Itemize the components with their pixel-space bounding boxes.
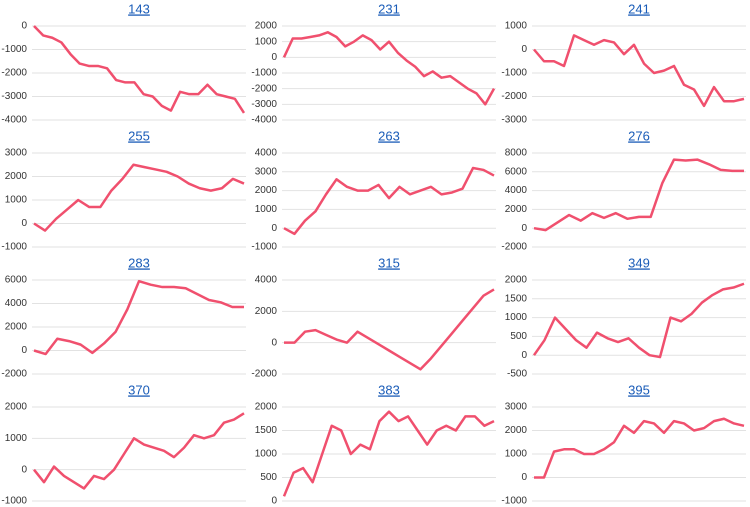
line-series xyxy=(282,410,495,497)
y-tick-label: -1000 xyxy=(1,496,27,507)
y-tick-label: -500 xyxy=(507,369,527,380)
y-tick-label: 500 xyxy=(260,472,277,483)
chart-title[interactable]: 263 xyxy=(378,128,400,143)
y-tick-label: 1000 xyxy=(255,449,278,460)
line-series xyxy=(283,166,495,236)
y-tick-label: 1000 xyxy=(505,449,528,460)
chart-title[interactable]: 276 xyxy=(628,128,650,143)
y-tick-label: -2000 xyxy=(1,68,27,79)
line-series xyxy=(533,34,745,108)
chart-title[interactable]: 231 xyxy=(378,1,400,16)
y-tick-label: 1000 xyxy=(255,36,278,47)
y-tick-label: 1000 xyxy=(255,204,278,215)
y-tick-label: 1000 xyxy=(505,312,528,323)
y-tick-label: 0 xyxy=(271,223,277,234)
line-series xyxy=(533,158,744,232)
line-series xyxy=(33,163,245,232)
line-series xyxy=(33,279,244,356)
line-series xyxy=(534,417,745,479)
y-tick-label: 1000 xyxy=(5,195,28,206)
y-tick-label: 4000 xyxy=(505,185,528,196)
y-tick-label: -1000 xyxy=(501,68,527,79)
chart-title[interactable]: 255 xyxy=(128,128,150,143)
y-tick-label: 2000 xyxy=(505,204,528,215)
y-tick-label: 2000 xyxy=(5,322,28,333)
line-series xyxy=(532,282,745,359)
y-tick-label: -1000 xyxy=(251,68,277,79)
y-tick-label: 3000 xyxy=(255,166,278,177)
y-tick-label: -4000 xyxy=(251,115,277,126)
y-tick-label: -1000 xyxy=(501,496,527,507)
chart-title[interactable]: 241 xyxy=(628,1,650,16)
y-tick-label: -3000 xyxy=(251,99,277,110)
y-tick-label: 0 xyxy=(21,345,27,356)
y-tick-label: 0 xyxy=(271,337,277,348)
y-tick-label: 0 xyxy=(521,223,527,234)
y-tick-label: 1500 xyxy=(505,293,528,304)
y-tick-label: 2000 xyxy=(5,402,28,413)
y-tick-label: -1000 xyxy=(251,242,277,253)
y-tick-label: 0 xyxy=(21,21,27,32)
y-tick-label: -3000 xyxy=(501,115,527,126)
y-tick-label: -2000 xyxy=(251,83,277,94)
y-tick-label: 1500 xyxy=(255,425,278,436)
y-tick-label: 6000 xyxy=(5,275,28,286)
chart-title[interactable]: 383 xyxy=(378,382,400,397)
y-tick-label: 0 xyxy=(21,218,27,229)
line-series xyxy=(284,288,495,371)
line-series xyxy=(33,25,246,114)
y-tick-label: -3000 xyxy=(1,91,27,102)
y-tick-label: 2000 xyxy=(255,306,278,317)
chart-title[interactable]: 395 xyxy=(628,382,650,397)
y-tick-label: 0 xyxy=(521,350,527,361)
y-tick-label: 4000 xyxy=(5,298,28,309)
y-tick-label: 3000 xyxy=(505,402,528,413)
y-tick-label: 2000 xyxy=(255,402,278,413)
y-tick-label: 0 xyxy=(271,52,277,63)
y-tick-label: 4000 xyxy=(255,148,278,159)
chart-title[interactable]: 349 xyxy=(628,255,650,270)
y-tick-label: -2000 xyxy=(251,369,277,380)
y-tick-label: 0 xyxy=(521,44,527,55)
y-tick-label: -1000 xyxy=(1,44,27,55)
y-tick-label: 0 xyxy=(521,472,527,483)
chart-title[interactable]: 283 xyxy=(128,255,150,270)
y-tick-label: 0 xyxy=(21,464,27,475)
y-tick-label: 2000 xyxy=(255,185,278,196)
chart-title[interactable]: 315 xyxy=(378,255,400,270)
chart-title[interactable]: 143 xyxy=(128,1,150,16)
y-tick-label: -2000 xyxy=(501,242,527,253)
y-tick-label: -4000 xyxy=(1,115,27,126)
line-series xyxy=(33,412,245,490)
y-tick-label: 2000 xyxy=(5,171,28,182)
y-tick-label: -1000 xyxy=(1,242,27,253)
y-tick-label: 8000 xyxy=(505,148,528,159)
y-tick-label: 1000 xyxy=(505,21,528,32)
y-tick-label: -2000 xyxy=(501,91,527,102)
y-tick-label: 2000 xyxy=(505,275,528,286)
y-tick-label: -2000 xyxy=(1,369,27,380)
y-tick-label: 0 xyxy=(271,496,277,507)
y-tick-label: 1000 xyxy=(5,433,28,444)
line-series xyxy=(282,31,496,106)
y-tick-label: 6000 xyxy=(505,166,528,177)
chart-title[interactable]: 370 xyxy=(128,382,150,397)
y-tick-label: 4000 xyxy=(255,275,278,286)
y-tick-label: 3000 xyxy=(5,148,28,159)
y-tick-label: 2000 xyxy=(255,21,278,32)
y-tick-label: 500 xyxy=(510,331,527,342)
y-tick-label: 2000 xyxy=(505,425,528,436)
